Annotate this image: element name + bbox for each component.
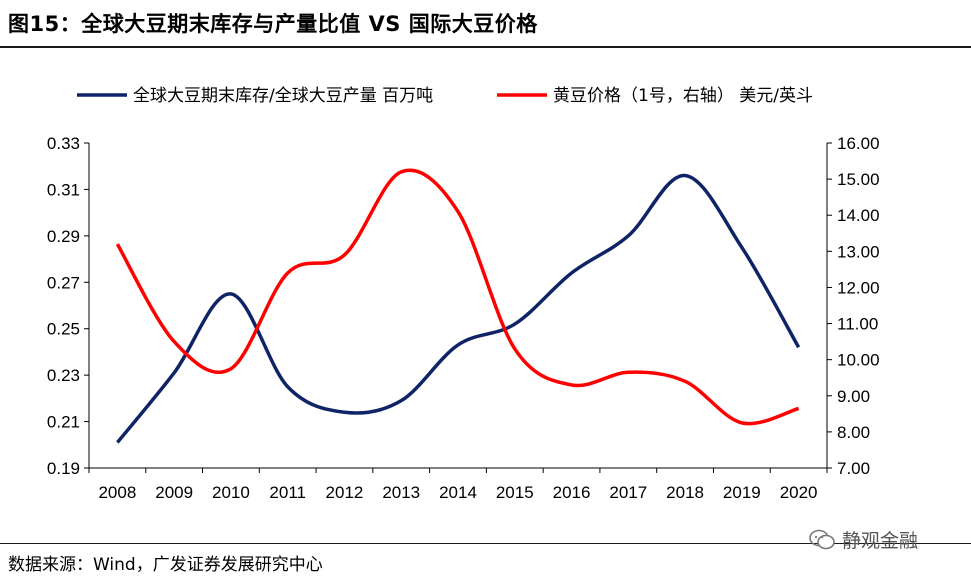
watermark-label: 静观金融: [842, 530, 919, 552]
watermark: 静观金融: [808, 526, 918, 553]
x-tick-label: 2018: [666, 483, 704, 502]
x-tick-label: 2012: [326, 483, 364, 502]
right-tick-label: 13.00: [837, 242, 880, 261]
right-tick-label: 7.00: [837, 459, 870, 478]
right-tick-label: 11.00: [837, 315, 878, 334]
x-tick-label: 2020: [780, 483, 818, 502]
right-tick-label: 12.00: [837, 278, 880, 297]
left-tick-label: 0.33: [47, 134, 80, 153]
chart: 0.19 0.21 0.23 0.25 0.27 0.29 0.31 0.33 7.00 8.00…: [47, 86, 880, 502]
chart-title: 图15：全球大豆期末库存与产量比值 VS 国际大豆价格: [8, 12, 538, 36]
source-note: 数据来源：Wind，广发证券发展研究中心: [8, 555, 323, 575]
x-tick-label: 2011: [269, 483, 306, 502]
title-divider: [0, 46, 971, 48]
left-tick-label: 0.31: [47, 180, 80, 199]
x-tick-label: 2016: [553, 483, 591, 502]
left-tick-label: 0.19: [47, 459, 80, 478]
wechat-icon: [809, 529, 835, 549]
right-tick-label: 8.00: [837, 423, 870, 442]
series-line-soybean-price: [115, 168, 800, 426]
x-tick-label: 2010: [212, 483, 250, 502]
right-tick-label: 16.00: [837, 134, 880, 153]
x-tick-label: 2017: [609, 483, 647, 502]
x-tick-label: 2009: [155, 483, 193, 502]
x-tick-label: 2013: [382, 483, 420, 502]
x-tick-label: 2008: [98, 483, 136, 502]
legend-label-stock-ratio: 全球大豆期末库存/全球大豆产量 百万吨: [133, 86, 433, 106]
x-tick-label: 2015: [496, 483, 534, 502]
x-tick-label: 2019: [723, 483, 761, 502]
left-tick-label: 0.25: [47, 320, 80, 339]
left-tick-label: 0.23: [47, 366, 80, 385]
series-line-stock-ratio: [116, 173, 801, 444]
left-tick-label: 0.27: [47, 273, 80, 292]
x-tick-label: 2014: [439, 483, 477, 502]
left-tick-label: 0.21: [47, 413, 80, 432]
right-tick-label: 9.00: [837, 387, 870, 406]
right-tick-label: 10.00: [837, 351, 880, 370]
right-tick-label: 15.00: [837, 170, 880, 189]
footer-divider: [0, 543, 971, 544]
right-tick-label: 14.00: [837, 206, 880, 225]
left-tick-label: 0.29: [47, 227, 80, 246]
legend-label-soybean-price: 黄豆价格（1号，右轴） 美元/英斗: [553, 86, 813, 106]
